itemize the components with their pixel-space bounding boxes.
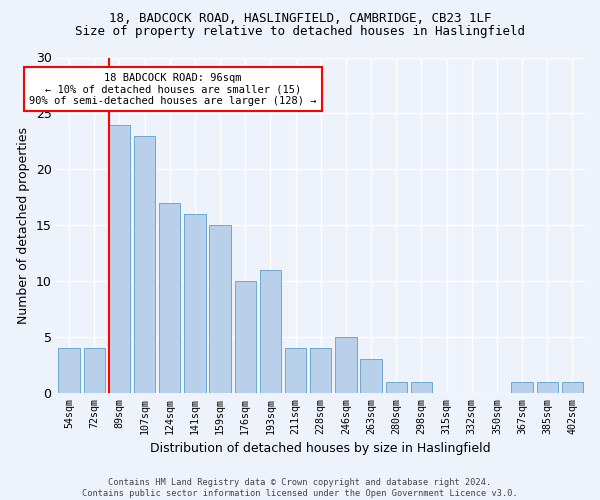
- Bar: [361, 360, 382, 393]
- Y-axis label: Number of detached properties: Number of detached properties: [17, 126, 30, 324]
- Bar: [134, 136, 155, 393]
- Bar: [335, 337, 356, 393]
- Text: 18, BADCOCK ROAD, HASLINGFIELD, CAMBRIDGE, CB23 1LF: 18, BADCOCK ROAD, HASLINGFIELD, CAMBRIDG…: [109, 12, 491, 26]
- Bar: [285, 348, 306, 393]
- Bar: [209, 225, 231, 393]
- Text: Size of property relative to detached houses in Haslingfield: Size of property relative to detached ho…: [75, 25, 525, 38]
- Bar: [184, 214, 206, 393]
- X-axis label: Distribution of detached houses by size in Haslingfield: Distribution of detached houses by size …: [151, 442, 491, 455]
- Text: 18 BADCOCK ROAD: 96sqm
← 10% of detached houses are smaller (15)
90% of semi-det: 18 BADCOCK ROAD: 96sqm ← 10% of detached…: [29, 72, 316, 106]
- Bar: [260, 270, 281, 393]
- Bar: [386, 382, 407, 393]
- Bar: [159, 203, 181, 393]
- Bar: [58, 348, 80, 393]
- Bar: [562, 382, 583, 393]
- Text: Contains HM Land Registry data © Crown copyright and database right 2024.
Contai: Contains HM Land Registry data © Crown c…: [82, 478, 518, 498]
- Bar: [511, 382, 533, 393]
- Bar: [83, 348, 105, 393]
- Bar: [536, 382, 558, 393]
- Bar: [235, 281, 256, 393]
- Bar: [310, 348, 331, 393]
- Bar: [411, 382, 432, 393]
- Bar: [109, 124, 130, 393]
